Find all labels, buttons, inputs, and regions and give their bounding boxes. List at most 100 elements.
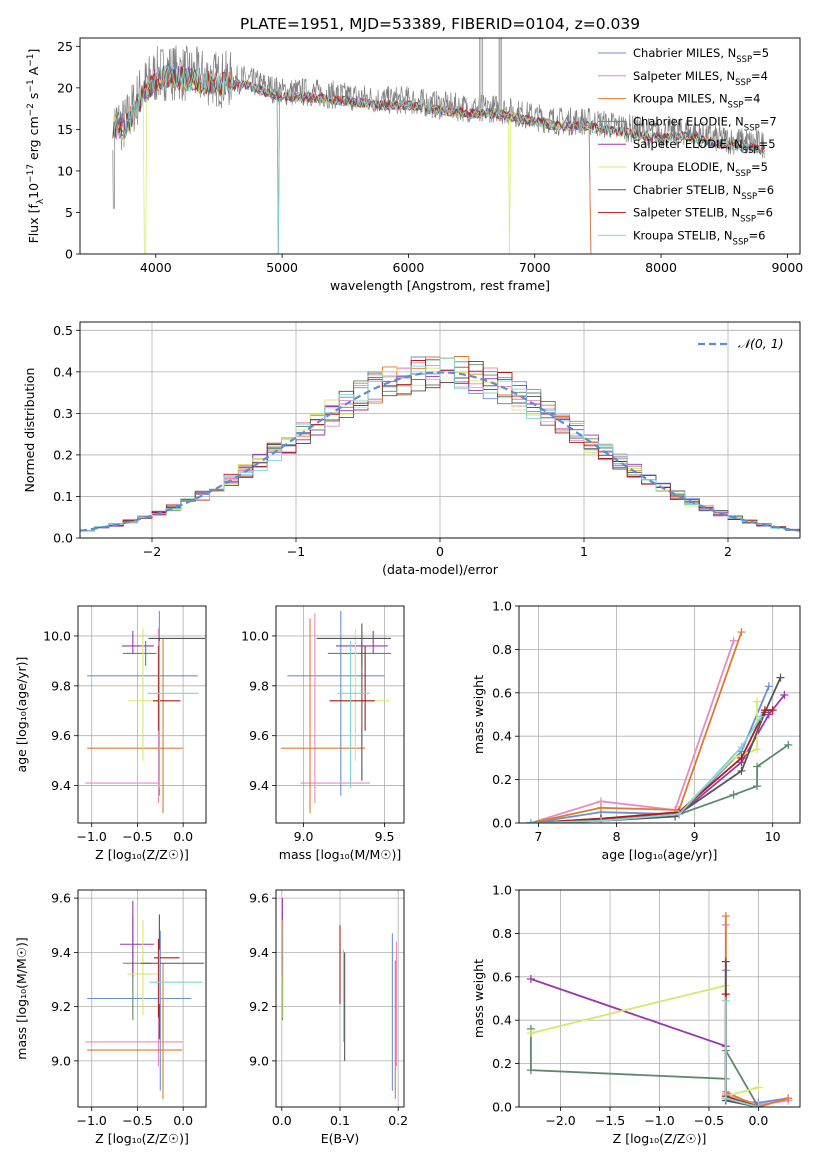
legend-entry: Salpeter MILES, NSSP=4 — [633, 69, 768, 88]
series-line — [526, 697, 762, 823]
series-line — [526, 628, 746, 823]
y-tick-label: 9.4 — [249, 945, 269, 960]
y-tick-label: 0.3 — [53, 406, 73, 421]
x-tick-label: −0.5 — [122, 1113, 152, 1128]
data-point — [526, 819, 535, 823]
errorbar-point — [153, 938, 180, 1018]
x-tick-label: 9.5 — [375, 829, 395, 844]
series-line — [721, 966, 793, 1107]
y-axis-label: Flux [fλ10−17 erg cm−2 s−1 A−1] — [26, 49, 46, 244]
model-spectrum — [112, 66, 592, 254]
x-tick-label: −1.0 — [77, 829, 107, 844]
errorbar-point — [147, 640, 199, 789]
data-point — [721, 1094, 730, 1103]
y-tick-label: 9.4 — [249, 778, 269, 793]
y-tick-label: 0.1 — [53, 489, 73, 504]
data-point — [756, 712, 765, 721]
x-tick-label: 9 — [691, 829, 699, 844]
x-tick-label: 4000 — [140, 260, 172, 275]
series-line — [721, 912, 793, 1107]
legend-entry: Salpeter ELODIE, NSSP=5 — [633, 137, 776, 156]
y-tick-label: 0.2 — [492, 772, 512, 787]
axes-frame — [79, 37, 801, 255]
x-tick-label: 6000 — [393, 260, 425, 275]
x-axis-label: Z [log₁₀(Z/Z☉)] — [95, 1131, 189, 1146]
series-path — [530, 701, 758, 823]
errorbar-point — [141, 914, 205, 1040]
data-point — [721, 957, 730, 966]
x-tick-label: 0.1 — [330, 1113, 350, 1128]
series-line — [721, 920, 793, 1107]
legend: 𝒩(0, 1) — [698, 336, 784, 351]
axes-frame — [518, 889, 801, 1108]
legend-entry: Chabrier ELODIE, NSSP=7 — [633, 114, 777, 133]
y-tick-label: 0.0 — [492, 1100, 512, 1115]
series-path — [724, 961, 759, 1107]
x-tick-label: 8 — [613, 829, 621, 844]
y-tick-label: 10.0 — [241, 628, 269, 643]
y-tick-label: 0 — [65, 247, 73, 262]
data-point — [760, 706, 769, 715]
x-tick-label: 1 — [580, 544, 588, 559]
series-path — [724, 924, 789, 1106]
x-tick-label: 0.2 — [388, 1113, 408, 1128]
legend-entry: Chabrier MILES, NSSP=5 — [633, 46, 769, 65]
model-spectrum — [112, 66, 765, 153]
axes-frame — [77, 605, 207, 824]
data-point — [729, 790, 738, 799]
errorbar-point — [87, 930, 192, 1091]
x-tick-label: 7000 — [519, 260, 551, 275]
x-tick-label: 0.0 — [173, 1113, 193, 1128]
x-tick-label: 8000 — [645, 260, 677, 275]
data-point — [675, 810, 684, 819]
y-tick-label: 9.8 — [51, 678, 71, 693]
y-tick-label: 9.8 — [249, 678, 269, 693]
grid-lines — [276, 606, 404, 823]
chart-age-vs-Z: −1.0 −0.5 0.0 9.4 9.6 9.8 10.0 Z [log₁₀(Z/Z☉)] a… — [14, 605, 207, 862]
data-point — [753, 762, 762, 771]
series-path — [530, 677, 782, 823]
chart-spectrum: 4000 5000 6000 7000 8000 9000 0 5 10 15 20 25 wavele… — [26, 37, 803, 293]
chart-age-vs-mass: 9.0 9.5 9.4 9.6 9.8 10.0 mass [log₁₀(M/M☉)] — [241, 605, 405, 862]
plot-area — [526, 912, 793, 1107]
series-line — [526, 690, 789, 823]
errorbar-point — [148, 637, 206, 781]
y-tick-label: 1.0 — [492, 883, 512, 898]
y-tick-label: 0.4 — [53, 364, 73, 379]
errorbar-point — [280, 618, 366, 814]
data-point — [776, 673, 785, 682]
data-point — [754, 1103, 763, 1107]
errorbar-point — [122, 917, 152, 1021]
x-tick-label: −2 — [143, 544, 161, 559]
axes-frame — [77, 889, 207, 1108]
series-line — [526, 981, 763, 1101]
data-point — [526, 1029, 535, 1038]
y-tick-label: 0.6 — [492, 685, 512, 700]
series-line — [526, 712, 765, 823]
y-tick-label: 0.4 — [492, 1013, 512, 1028]
series-path — [724, 970, 789, 1104]
axes-frame — [275, 889, 405, 1108]
y-tick-label: 0.0 — [492, 816, 512, 831]
errorbar-point — [87, 638, 184, 814]
y-axis-label: mass weight — [471, 675, 486, 754]
series-path — [530, 1028, 760, 1107]
errorbar-point — [300, 613, 370, 804]
y-axis-label: mass [log₁₀(M/M☉)] — [14, 937, 29, 1059]
y-tick-label: 9.4 — [51, 778, 71, 793]
legend-entry: 𝒩(0, 1) — [738, 336, 784, 351]
data-point — [526, 1066, 535, 1075]
data-point — [737, 766, 746, 775]
data-point — [768, 706, 777, 715]
grid-lines — [80, 322, 800, 539]
legend-entry: Kroupa STELIB, NSSP=6 — [633, 228, 765, 247]
y-tick-label: 9.2 — [249, 999, 269, 1014]
series-path — [530, 631, 743, 823]
errorbar-point — [337, 640, 370, 789]
y-tick-label: 9.4 — [51, 945, 71, 960]
errorbar-point — [120, 900, 154, 977]
x-axis-label: Z [log₁₀(Z/Z☉)] — [613, 1131, 707, 1146]
model-spectrum — [112, 64, 592, 254]
data-point — [784, 1094, 793, 1103]
chart-mass-vs-ebv: 0.0 0.1 0.2 9.0 9.2 9.4 9.6 E(B-V) — [249, 889, 408, 1146]
